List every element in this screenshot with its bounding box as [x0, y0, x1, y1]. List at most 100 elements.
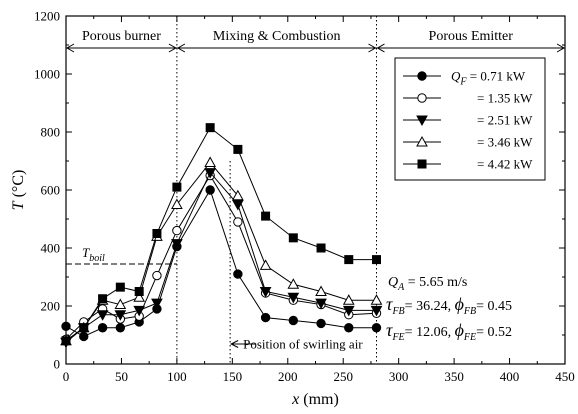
- swirl-arrow-head: [229, 340, 239, 348]
- data-point: [233, 217, 243, 227]
- data-point: [114, 298, 127, 310]
- x-axis-var: x: [291, 391, 299, 408]
- region-arrow-right: [168, 43, 177, 53]
- legend-label: = 3.46 kW: [477, 135, 533, 150]
- series-line: [65, 126, 377, 342]
- data-point: [115, 282, 125, 292]
- x-tick-label: 300: [389, 369, 409, 384]
- phi-sub: FE: [463, 332, 476, 343]
- phi-value: = 0.52: [476, 325, 512, 340]
- legend-value: = 0.71 kW: [467, 69, 526, 84]
- region-label: Mixing & Combustion: [213, 29, 341, 44]
- legend-label: QF = 0.71 kW: [451, 69, 526, 88]
- swirl-label: Position of swirling air: [243, 337, 363, 352]
- qa-value: = 5.65 m/s: [404, 275, 467, 290]
- data-point: [61, 321, 71, 331]
- x-tick-label: 200: [278, 369, 298, 384]
- series-3: [60, 168, 383, 349]
- data-point: [115, 323, 126, 333]
- y-tick-label: 200: [41, 299, 61, 314]
- data-point: [287, 292, 300, 304]
- x-axis-title: x (mm): [291, 391, 339, 408]
- phi-sub: FB: [463, 306, 476, 317]
- data-point: [151, 298, 163, 310]
- data-point: [259, 287, 272, 298]
- x-tick-label: 350: [444, 369, 464, 384]
- y-axis-title: T (°C): [10, 170, 27, 211]
- data-point: [232, 189, 244, 201]
- data-point: [133, 291, 146, 302]
- data-point: [370, 294, 383, 305]
- legend-marker: [416, 115, 428, 127]
- x-axis-unit: (mm): [299, 391, 339, 408]
- data-point: [204, 168, 217, 179]
- x-tick-label: 150: [223, 369, 243, 384]
- data-point: [287, 278, 300, 289]
- data-point: [114, 310, 127, 321]
- data-point: [288, 315, 299, 326]
- y-tick-label: 800: [41, 125, 61, 140]
- data-point: [371, 255, 381, 265]
- legend-value: = 1.35 kW: [477, 91, 533, 106]
- data-point: [152, 270, 162, 281]
- legend-qf-var: Q: [451, 69, 461, 84]
- data-point: [370, 305, 383, 317]
- data-point: [98, 294, 108, 304]
- fb-conditions: τFB= 36.24, ϕFB= 0.45: [386, 294, 512, 317]
- tau-symbol: τ: [386, 294, 393, 314]
- tboil-var: T: [82, 245, 90, 260]
- legend-label: = 2.51 kW: [477, 113, 533, 128]
- data-point: [79, 323, 89, 333]
- data-point: [315, 298, 327, 310]
- data-point: [288, 233, 298, 243]
- tboil-sub: boil: [89, 253, 105, 264]
- x-tick-label: 0: [63, 369, 70, 384]
- y-tick-label: 400: [41, 241, 61, 256]
- region-arrow-left: [376, 43, 385, 53]
- data-point: [171, 198, 183, 209]
- qa-var: Q: [388, 275, 398, 290]
- legend-label: = 4.42 kW: [477, 157, 533, 172]
- region-arrow-left: [176, 43, 186, 53]
- region-label: Porous Emitter: [429, 29, 514, 44]
- phi-symbol: ϕ: [455, 294, 464, 314]
- y-tick-label: 0: [54, 357, 61, 372]
- region-arrow-right: [368, 43, 377, 53]
- y-axis-unit: (°C): [10, 170, 27, 202]
- y-tick-label: 600: [41, 183, 61, 198]
- data-point: [371, 323, 382, 333]
- series-5: [61, 123, 381, 346]
- legend: QF = 0.71 kW = 1.35 kW = 2.51 kW = 3.46 kW =…: [394, 57, 546, 181]
- series-2: [61, 170, 382, 345]
- y-axis-var: T: [10, 200, 27, 210]
- y-tick-label: 1200: [34, 9, 60, 24]
- data-point: [233, 144, 243, 154]
- data-point: [61, 336, 71, 346]
- legend-label: = 1.35 kW: [477, 91, 533, 106]
- region-label: Porous burner: [82, 29, 161, 44]
- data-point: [133, 305, 146, 317]
- data-point: [172, 182, 182, 192]
- data-point: [261, 211, 271, 221]
- phi-symbol: ϕ: [455, 320, 464, 340]
- legend-marker: [417, 71, 427, 81]
- qa-sub: A: [397, 282, 405, 293]
- data-point: [259, 259, 272, 270]
- data-point: [342, 294, 355, 305]
- legend-marker: [417, 159, 427, 169]
- tau-sub: FB: [391, 306, 404, 317]
- data-point: [205, 185, 215, 195]
- tau-value: = 12.06,: [405, 325, 455, 340]
- data-point: [316, 318, 326, 329]
- data-point: [96, 310, 109, 321]
- legend-marker: [416, 135, 428, 147]
- fe-conditions: τFE= 12.06, ϕFE= 0.52: [386, 320, 512, 343]
- y-tick-label: 1000: [34, 67, 60, 82]
- series-group: [60, 123, 383, 349]
- data-point: [344, 255, 354, 265]
- legend-value: = 2.51 kW: [477, 113, 533, 128]
- tau-value: = 36.24,: [405, 299, 455, 314]
- x-tick-label: 50: [115, 369, 128, 384]
- data-point: [315, 285, 327, 296]
